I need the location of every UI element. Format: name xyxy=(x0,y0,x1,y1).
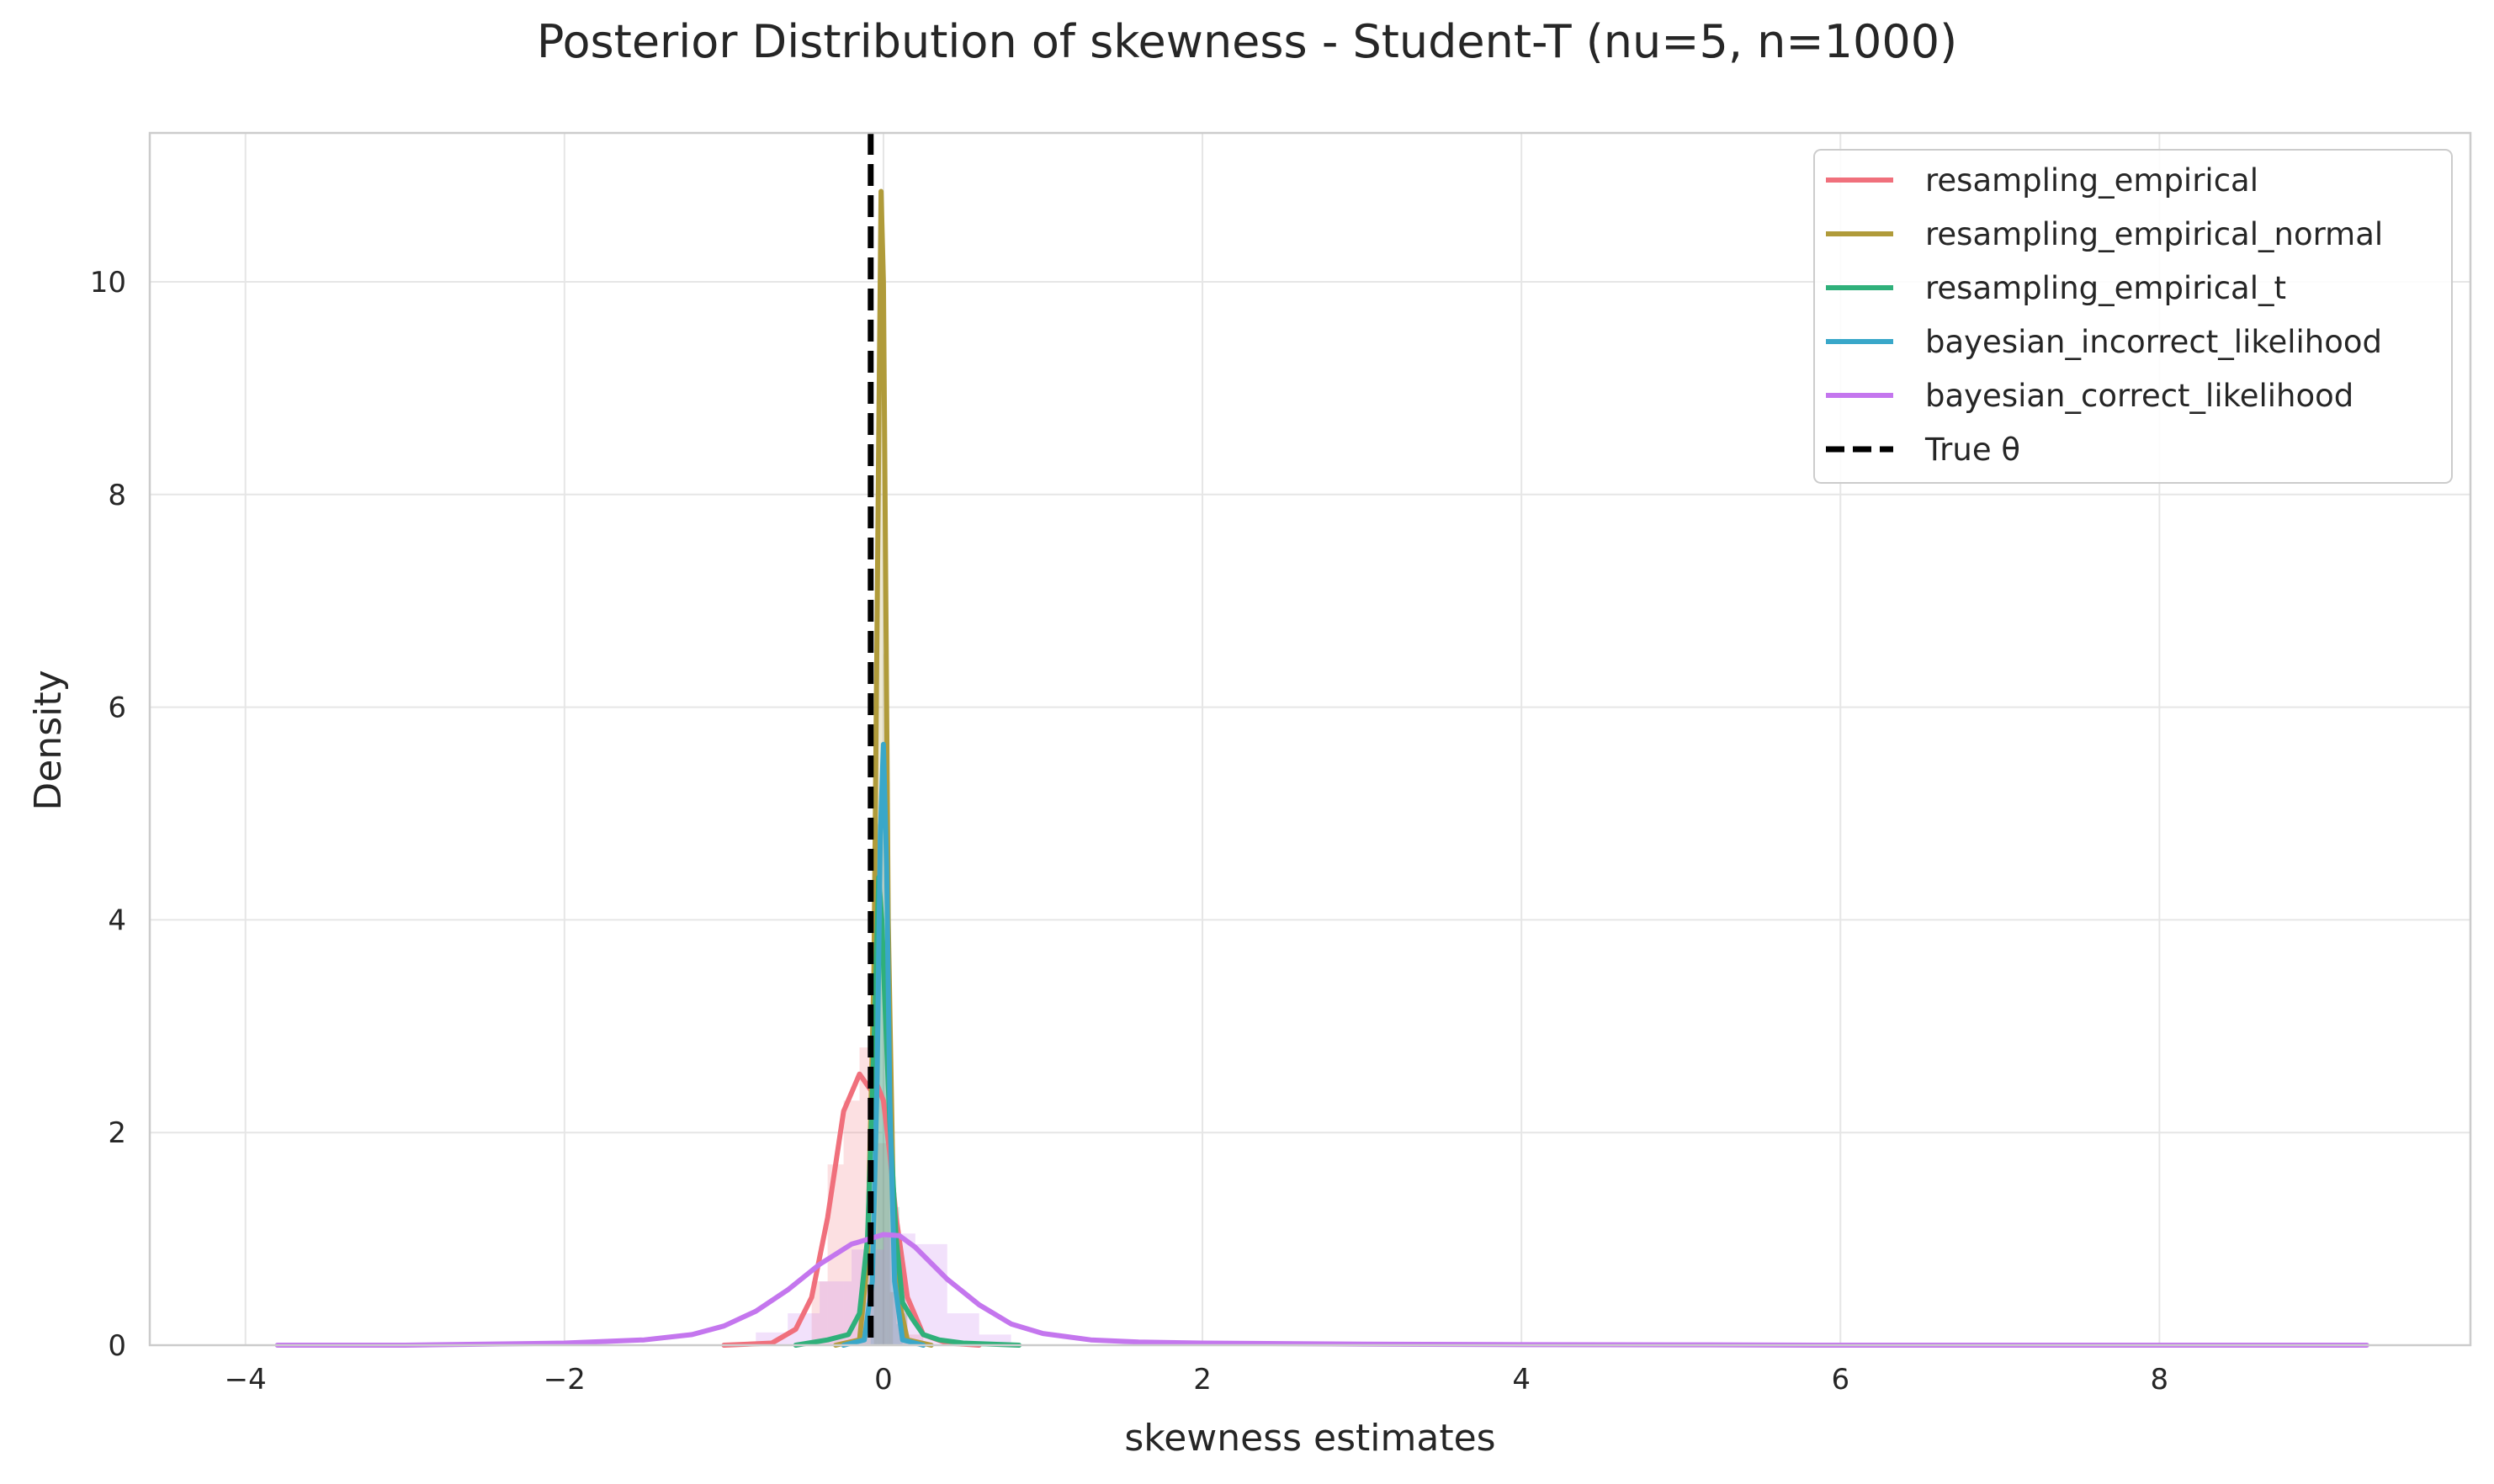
x-tick-label: −2 xyxy=(544,1363,586,1397)
y-tick-label: 2 xyxy=(108,1116,126,1150)
tick-layer: −4 −2 0 2 4 6 8 0 2 4 6 8 10 xyxy=(90,266,2168,1397)
y-tick-label: 8 xyxy=(108,479,126,512)
legend: resampling_empirical resampling_empirical… xyxy=(1813,149,2453,484)
legend-label: resampling_empirical_normal xyxy=(1925,216,2383,252)
y-tick-label: 4 xyxy=(108,904,126,937)
x-tick-label: −4 xyxy=(225,1363,267,1397)
plot-frame xyxy=(148,131,2472,1347)
histogram-bar-resampling_empirical_normal xyxy=(886,1079,890,1345)
histogram-bar-resampling_empirical_t xyxy=(875,930,884,1345)
density-curve-resampling_empirical_t xyxy=(793,874,1022,1348)
legend-label: True θ xyxy=(1924,432,2020,468)
x-tick-label: 2 xyxy=(1193,1363,1212,1397)
histogram-bar-bayesian_incorrect_likelihood xyxy=(870,1238,878,1345)
y-tick-label: 0 xyxy=(108,1329,126,1363)
histogram-bar-resampling_empirical xyxy=(843,1100,860,1345)
histogram-bar-resampling_empirical xyxy=(875,1142,892,1345)
legend-label: bayesian_correct_likelihood xyxy=(1925,378,2353,414)
y-tick-label: 6 xyxy=(108,692,126,725)
histogram-bar-resampling_empirical_normal xyxy=(889,1291,894,1345)
y-tick-label: 10 xyxy=(90,266,126,299)
legend-label: resampling_empirical xyxy=(1925,162,2258,199)
histogram-bar-bayesian_incorrect_likelihood xyxy=(877,824,884,1345)
chart-title: Posterior Distribution of skewness - Stu… xyxy=(536,15,1958,68)
x-tick-label: 6 xyxy=(1831,1363,1849,1397)
y-axis-label: Density xyxy=(27,670,70,810)
x-axis-label: skewness estimates xyxy=(1124,1417,1495,1460)
x-tick-label: 4 xyxy=(1512,1363,1531,1397)
x-tick-label: 0 xyxy=(874,1363,893,1397)
density-curve-bayesian_correct_likelihood xyxy=(274,1232,2369,1348)
histogram-bar-resampling_empirical_t xyxy=(883,994,892,1345)
legend-label: bayesian_incorrect_likelihood xyxy=(1925,324,2382,360)
legend-label: resampling_empirical_t xyxy=(1925,270,2286,306)
legend-box xyxy=(1813,149,2453,484)
x-tick-label: 8 xyxy=(2151,1363,2169,1397)
histogram-bar-resampling_empirical xyxy=(811,1281,828,1345)
